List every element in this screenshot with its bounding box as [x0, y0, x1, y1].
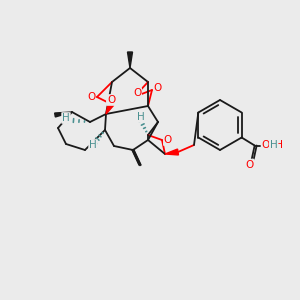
Text: O: O — [164, 135, 172, 145]
Polygon shape — [55, 112, 72, 117]
Text: H: H — [89, 140, 97, 150]
Text: O: O — [262, 140, 270, 151]
Polygon shape — [128, 52, 133, 68]
Polygon shape — [165, 149, 178, 155]
Text: H: H — [137, 112, 145, 122]
Polygon shape — [106, 103, 114, 114]
Text: O: O — [154, 83, 162, 93]
Text: O: O — [133, 88, 141, 98]
Text: OH: OH — [268, 140, 284, 149]
Text: H: H — [62, 113, 70, 123]
Text: O: O — [87, 92, 95, 102]
Text: O: O — [245, 160, 254, 170]
Text: H: H — [270, 140, 278, 151]
Text: O: O — [107, 95, 115, 105]
